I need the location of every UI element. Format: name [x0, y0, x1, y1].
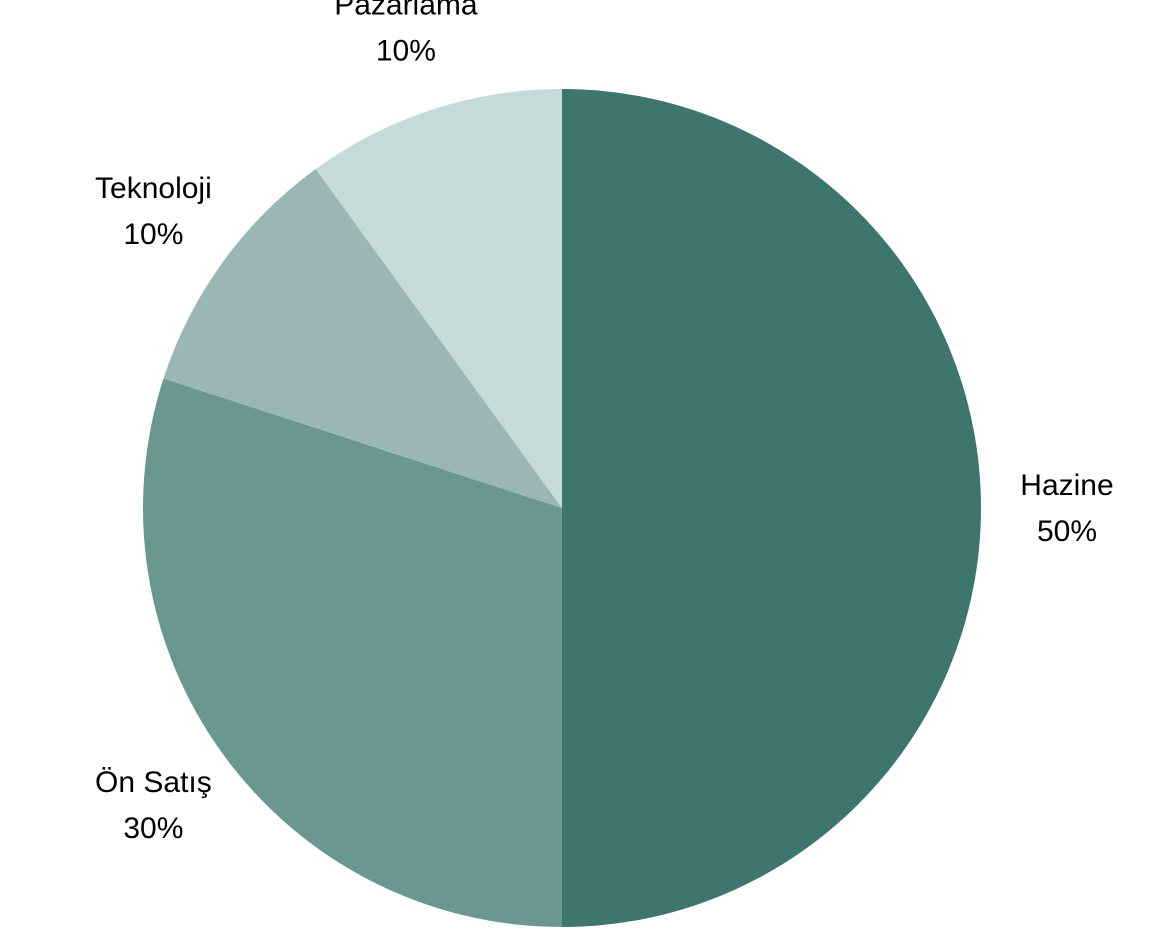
pie-slices [143, 89, 981, 927]
slice-name-label: Ön Satış [95, 766, 212, 799]
pie-labels: Hazine 50% Ön Satış 30% Teknoloji 10% Pazarlam… [95, 0, 1114, 845]
slice-name-label: Hazine [1020, 469, 1113, 502]
slice-percent-label: 50% [1037, 515, 1097, 548]
slice-name-label: Teknoloji [95, 172, 212, 205]
slice-percent-label: 30% [123, 812, 183, 845]
slice-percent-label: 10% [376, 35, 436, 68]
pie-slice-on-satis [143, 378, 562, 927]
pie-slice-pazarlama [315, 89, 562, 508]
slice-name-label: Pazarlama [334, 0, 478, 22]
pie-slice-teknoloji [163, 169, 562, 508]
pie-slice-hazine [562, 89, 981, 927]
slice-percent-label: 10% [123, 218, 183, 251]
